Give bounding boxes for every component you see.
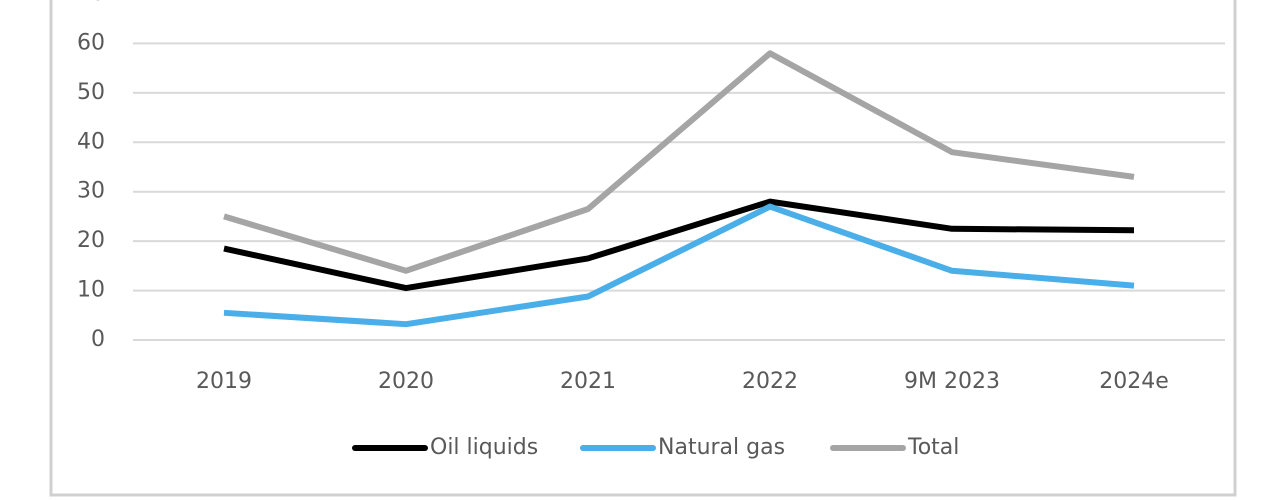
- x-tick-label: 2021: [560, 369, 616, 394]
- y-tick-label: 50: [77, 80, 105, 105]
- x-tick-label: 2019: [196, 369, 252, 394]
- y-tick-label: 40: [77, 129, 105, 154]
- legend-label: Total: [907, 435, 959, 460]
- legend-label: Natural gas: [658, 435, 785, 460]
- line-series: [223, 198, 1135, 292]
- y-tick-label: 20: [77, 228, 105, 253]
- y-tick-label: 30: [77, 179, 105, 204]
- y-tick-label: 0: [91, 327, 105, 352]
- line-series: [223, 50, 1135, 274]
- y-tick-label: 70: [77, 0, 105, 6]
- chart-frame: [49, 0, 1237, 497]
- x-tick-label: 2020: [378, 369, 434, 394]
- x-tick-label: 2024e: [1099, 369, 1169, 394]
- x-tick-label: 2022: [742, 369, 798, 394]
- y-tick-label: 10: [77, 278, 105, 303]
- line-series: [223, 203, 1135, 328]
- legend-label: Oil liquids: [430, 435, 538, 460]
- y-tick-label: 60: [77, 30, 105, 55]
- x-tick-label: 9M 2023: [904, 369, 1000, 394]
